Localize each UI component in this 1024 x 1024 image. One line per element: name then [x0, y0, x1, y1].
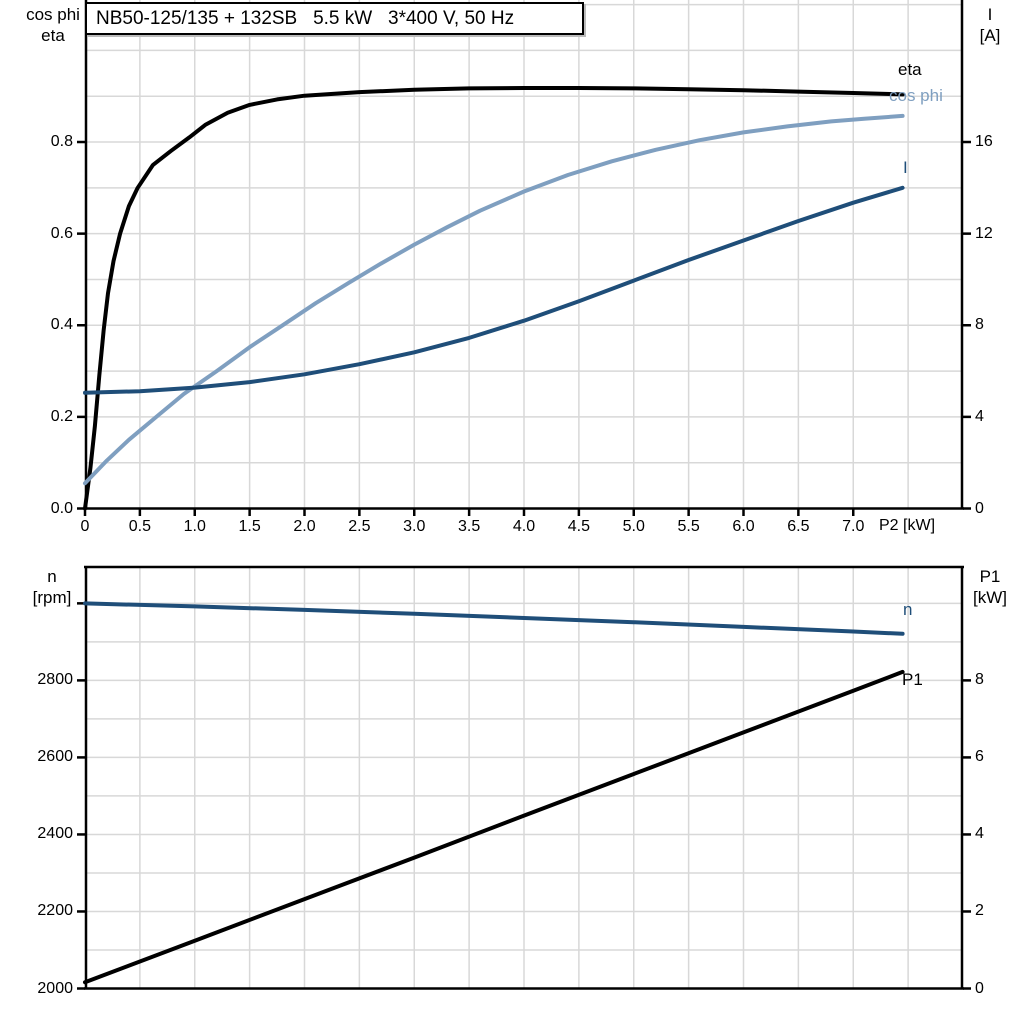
right-axis-tick-label: 8 [975, 671, 984, 689]
top-left-axis-title: cos phi eta [12, 4, 94, 46]
right-axis-tick-label: 0 [975, 979, 984, 997]
bottom-left-axis-title-line2: [rpm] [32, 588, 72, 607]
chart-title: NB50-125/135 + 132SB 5.5 kW 3*400 V, 50 … [85, 2, 584, 35]
left-axis-tick-label: 2000 [37, 979, 73, 997]
right-axis-tick-label: 12 [975, 224, 993, 242]
right-axis-tick-label: 4 [975, 407, 984, 425]
x-axis-tick-label: 6.5 [787, 518, 810, 535]
x-axis-tick-label: 7.0 [842, 518, 865, 535]
speed-curve-label: n [903, 600, 913, 619]
top-right-axis-title: I [A] [962, 4, 1018, 46]
right-axis-tick-label: 8 [975, 316, 984, 334]
left-axis-tick-label: 2400 [37, 825, 73, 843]
x-axis-tick-label: 5.0 [622, 518, 645, 535]
p1-curve-label: P1 [902, 670, 923, 689]
n-curve [83, 601, 905, 636]
x-axis-tick-label: 3.0 [403, 518, 426, 535]
x-axis-tick-label: 2.0 [293, 518, 316, 535]
x-axis-tick-label: 5.5 [677, 518, 700, 535]
bottom-right-axis-title-line2: [kW] [973, 588, 1007, 607]
left-axis-tick-label: 2800 [37, 671, 73, 689]
cos-phi-curve [83, 113, 905, 486]
p1-curve [83, 669, 905, 985]
current-curve-label: I [903, 158, 908, 177]
i-curve [83, 185, 905, 395]
bottom-left-axis-title: n [rpm] [10, 566, 94, 608]
x-axis-tick-label: 2.5 [348, 518, 371, 535]
right-axis-tick-label: 6 [975, 748, 984, 766]
left-axis-tick-label: 0.2 [50, 407, 73, 425]
x-axis-tick-label: 4.0 [512, 518, 536, 535]
top-left-axis-title-line2: eta [41, 26, 65, 45]
top-left-axis-title-line1: cos phi [26, 5, 80, 24]
eta-curve-label: eta [898, 60, 922, 79]
left-axis-tick-label: 2200 [37, 902, 73, 920]
cos-phi-curve-label: cos phi [889, 86, 943, 105]
x-axis-tick-label: 3.5 [458, 518, 481, 535]
right-axis-tick-label: 16 [975, 133, 993, 150]
right-axis-tick-label: 4 [975, 825, 984, 843]
bottom-left-axis-title-line1: n [47, 567, 57, 586]
x-axis-tick-label: 6.0 [732, 518, 755, 535]
left-axis-tick-label: 0.0 [50, 499, 73, 517]
left-axis-tick-label: 2600 [37, 748, 73, 766]
x-axis-tick-label: 0.5 [128, 518, 151, 535]
x-axis-label: P2 [kW] [879, 517, 936, 534]
left-axis-tick-label: 0.6 [50, 224, 73, 242]
eta-curve [83, 86, 905, 511]
left-axis-tick-label: 0.8 [50, 133, 73, 150]
x-axis-tick-label: 1.5 [238, 518, 261, 535]
left-axis-tick-label: 0.4 [50, 316, 73, 334]
top-right-axis-title-line2: [A] [979, 26, 1001, 45]
x-axis-tick-label: 1.0 [183, 518, 206, 535]
bottom-right-axis-title-line1: P1 [979, 567, 1001, 586]
top-right-axis-title-line1: I [987, 5, 993, 24]
right-axis-tick-label: 2 [975, 902, 984, 920]
x-axis-tick-label: 4.5 [567, 518, 590, 535]
right-axis-tick-label: 0 [975, 499, 984, 517]
bottom-right-axis-title: P1 [kW] [960, 566, 1020, 608]
x-axis-tick-label: 0 [80, 518, 90, 535]
